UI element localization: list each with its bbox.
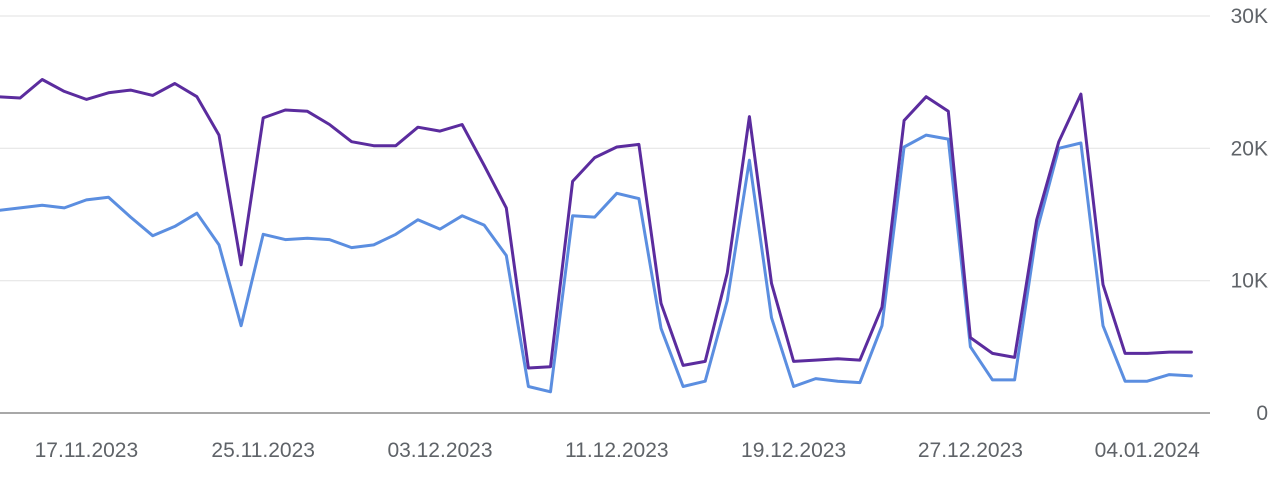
y-tick-label: 30K [1231,5,1268,28]
x-axis-tick-labels: 17.11.2023 25.11.2023 03.12.2023 11.12.2023… [35,439,1200,462]
x-tick-label: 19.12.2023 [741,439,846,462]
y-tick-label: 0 [1256,402,1268,425]
x-tick-label: 04.01.2024 [1095,439,1200,462]
y-tick-label: 20K [1231,137,1268,160]
x-tick-label: 03.12.2023 [387,439,492,462]
y-tick-label: 10K [1231,270,1268,293]
y-axis-tick-labels: 0 10K 20K 30K [1231,5,1268,425]
x-tick-label: 27.12.2023 [918,439,1023,462]
series-lines [0,78,1193,394]
x-tick-label: 17.11.2023 [35,439,139,462]
series-line-1 [0,78,1193,370]
gridlines [0,15,1210,414]
x-tick-label: 25.11.2023 [211,439,315,462]
series-line-2 [0,133,1193,394]
x-tick-label: 11.12.2023 [565,439,669,462]
